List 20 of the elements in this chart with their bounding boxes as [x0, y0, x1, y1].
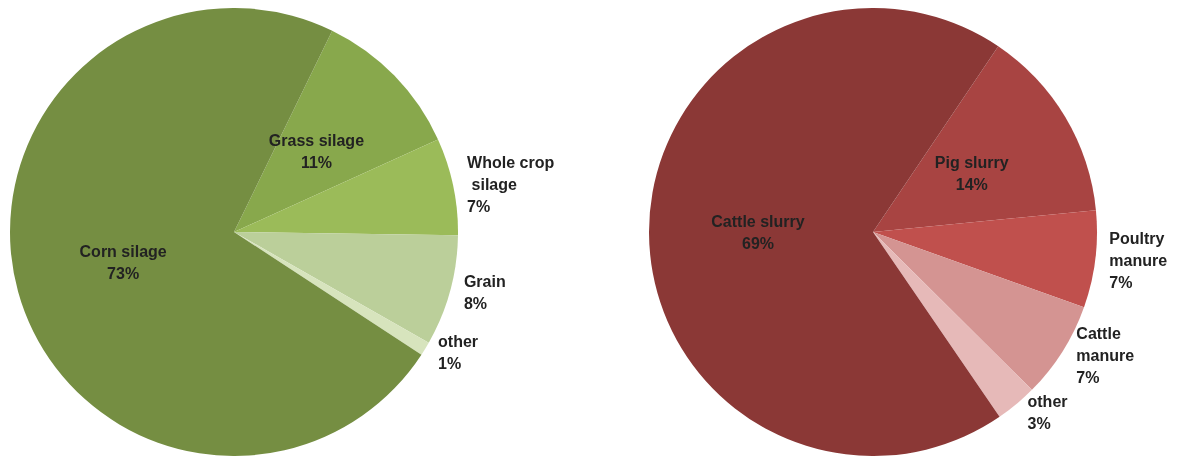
slice-label: Corn silage [79, 243, 167, 261]
slice-label: Cattle slurry [711, 212, 805, 230]
data-label: 7% [1109, 273, 1133, 291]
data-label: 8% [463, 295, 488, 313]
data-label: 3% [1027, 415, 1051, 433]
slice-label: Whole crop silage [467, 154, 555, 194]
data-label: 11% [300, 154, 333, 172]
slice-label: Cattle manure [1076, 325, 1135, 365]
data-label: 69% [741, 234, 775, 252]
slice-label: Grain [463, 273, 506, 291]
slice-label: other [1027, 393, 1068, 411]
data-label: 14% [955, 175, 988, 193]
data-label: 7% [467, 198, 491, 216]
slice-label: Grass silage [268, 132, 365, 150]
data-label: 7% [1076, 369, 1100, 387]
data-label: 73% [107, 265, 140, 283]
slice-label: Pig slurry [934, 153, 1009, 171]
data-label: 1% [438, 355, 462, 373]
slice-label: Poultry manure [1109, 229, 1169, 269]
slice-label: other [438, 333, 479, 351]
